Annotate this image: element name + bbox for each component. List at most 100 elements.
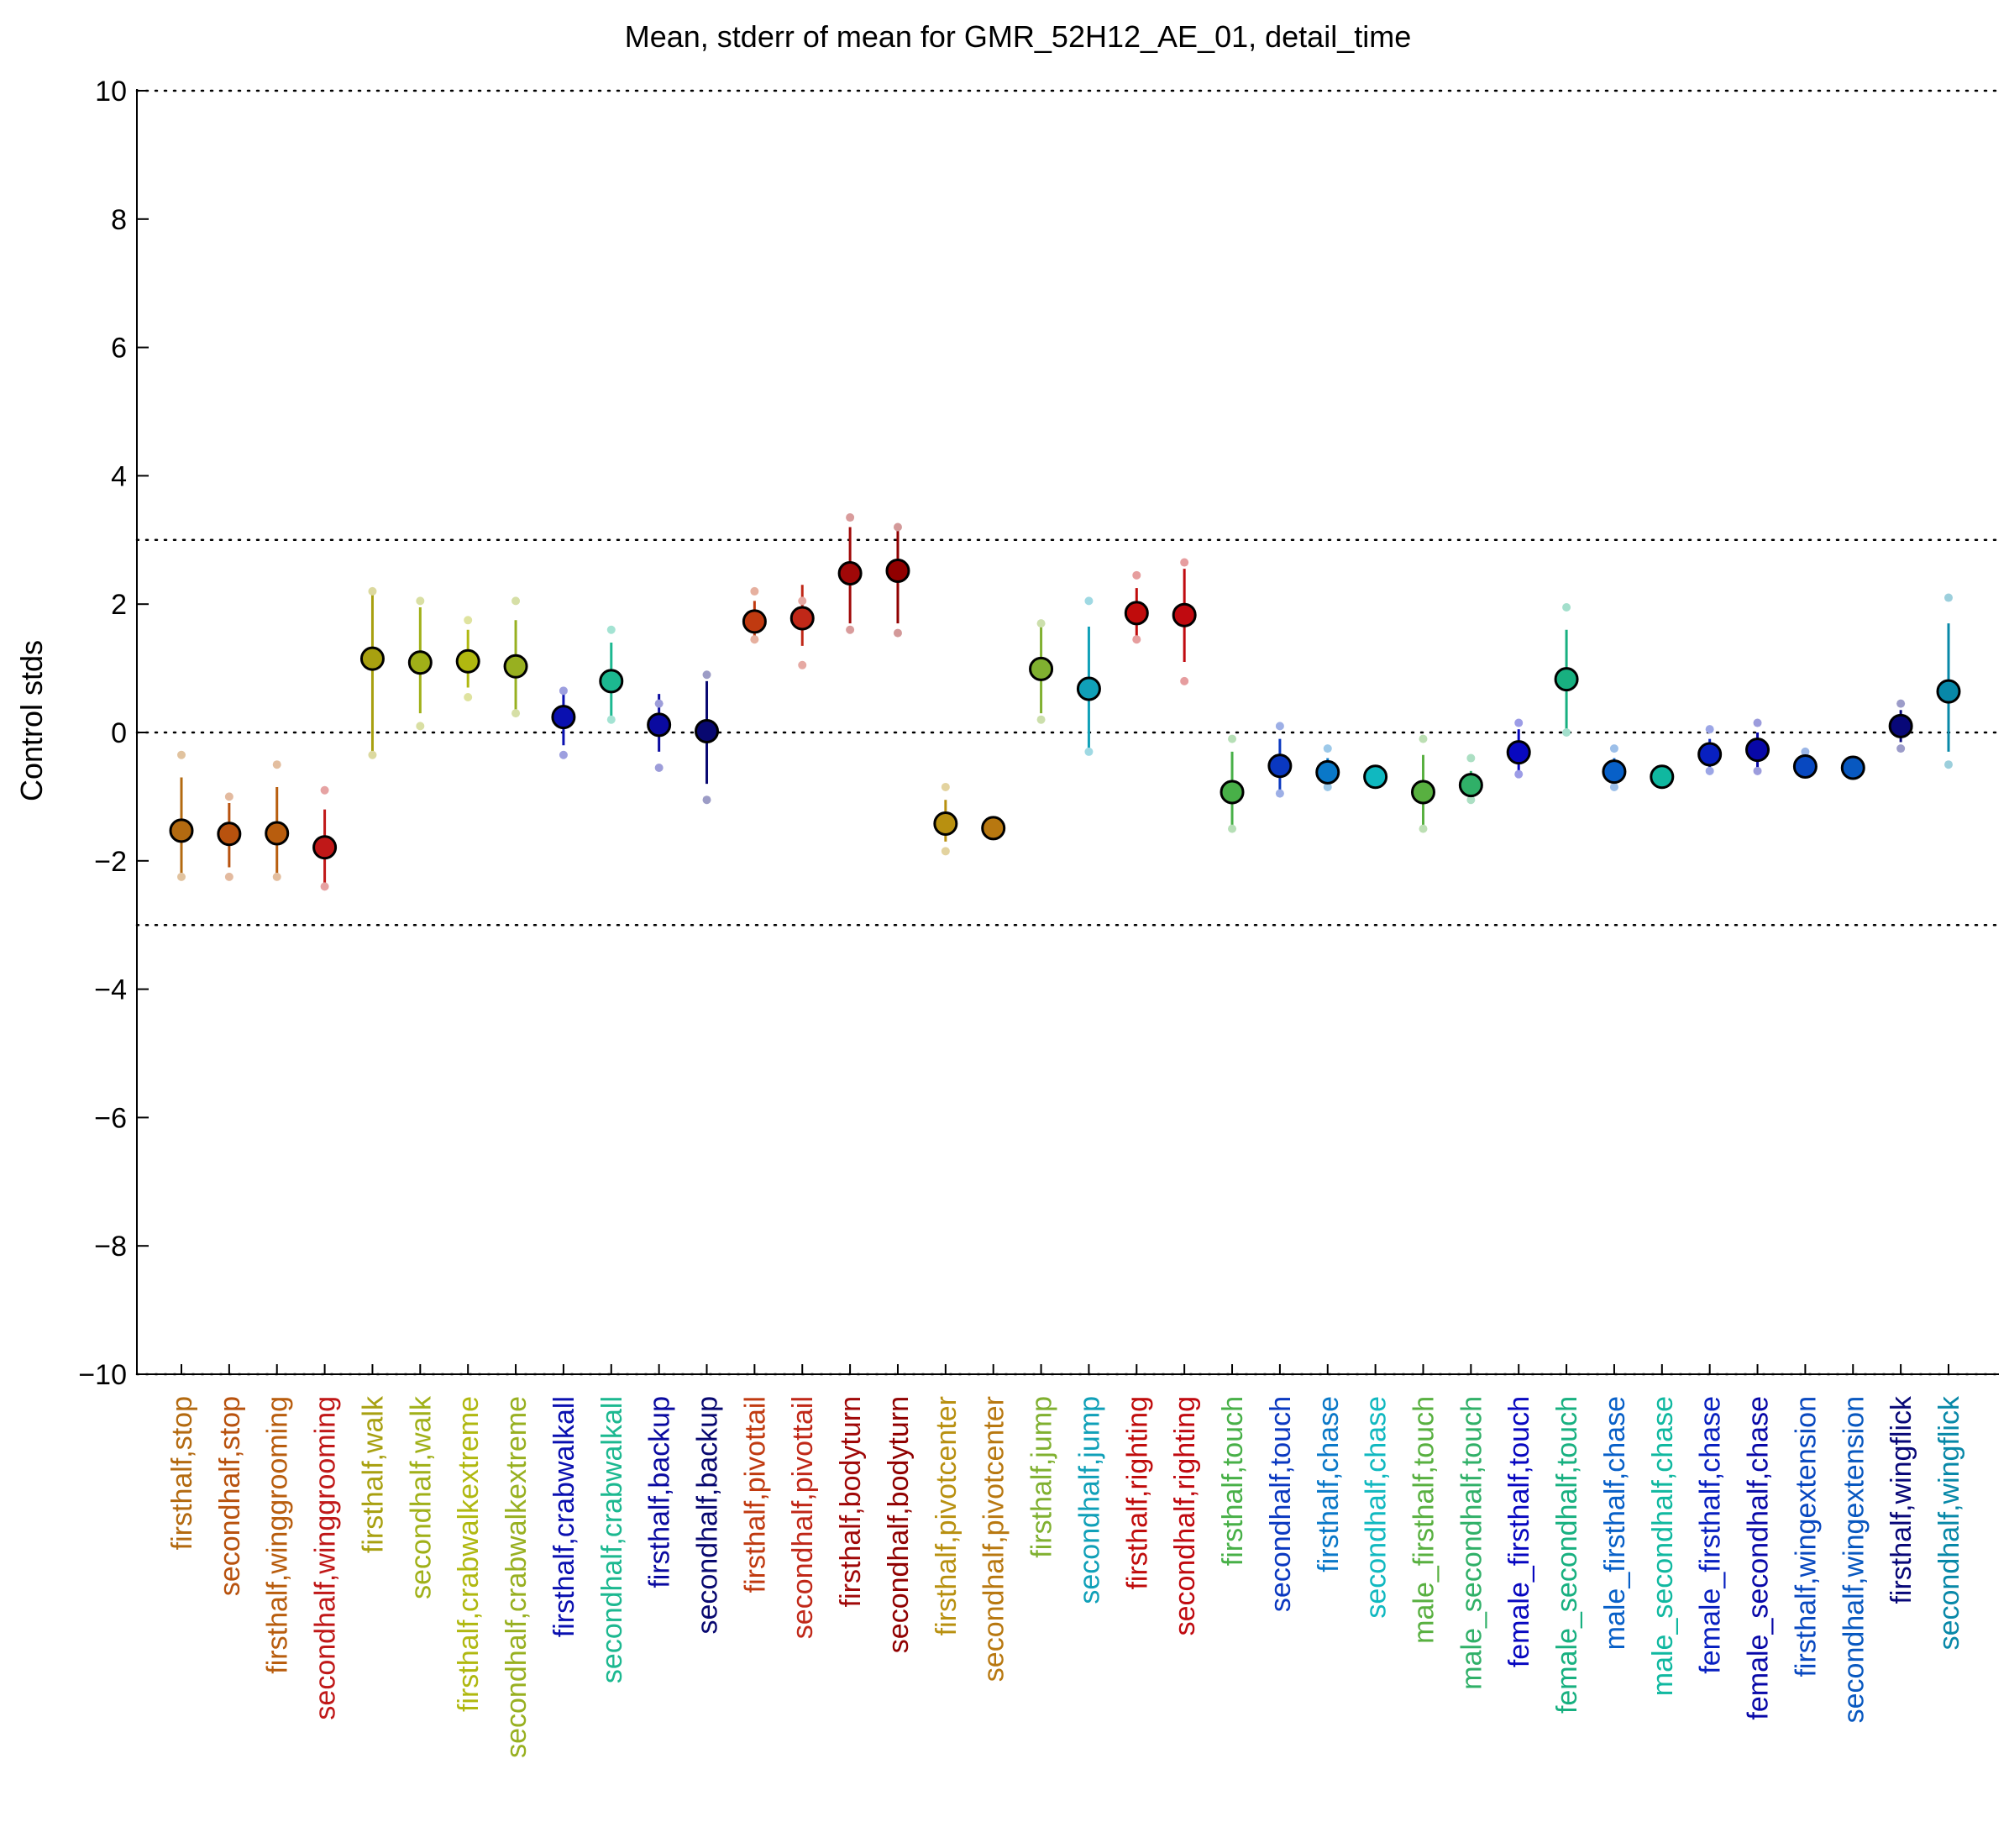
data-point	[1936, 679, 1961, 704]
data-point-group	[1936, 593, 1961, 769]
data-point	[1267, 753, 1293, 779]
range-low-marker	[1944, 760, 1953, 769]
data-point-group	[455, 616, 480, 701]
x-tick-label: secondhalf,wingflick	[1933, 1395, 1965, 1650]
chart-title: Mean, stderr of mean for GMR_52H12_AE_01…	[625, 19, 1411, 54]
data-point-group	[1315, 744, 1340, 791]
data-point	[647, 712, 672, 738]
x-tick-label: male_secondhalf,chase	[1647, 1396, 1679, 1696]
data-point	[1029, 656, 1054, 681]
range-low-marker	[1275, 789, 1284, 798]
range-low-marker	[368, 750, 377, 759]
data-point-group	[599, 625, 624, 724]
data-point	[1220, 780, 1245, 805]
range-low-marker	[1753, 766, 1762, 775]
data-point	[1745, 738, 1770, 763]
y-tick-label: −8	[94, 1231, 127, 1263]
data-point-group	[359, 586, 385, 759]
data-point-group	[1220, 734, 1245, 833]
x-tick-label: secondhalf,chase	[1361, 1396, 1393, 1619]
data-point-group	[1792, 747, 1818, 779]
range-high-marker	[1896, 699, 1906, 708]
x-tick-label: firsthalf,touch	[1217, 1396, 1249, 1566]
data-point	[551, 705, 576, 730]
range-low-marker	[941, 847, 950, 856]
x-tick-label: secondhalf,wingextension	[1838, 1396, 1870, 1723]
x-tick-label: firsthalf,jump	[1026, 1396, 1058, 1558]
y-tick-label: 6	[111, 333, 127, 365]
data-point	[265, 821, 290, 846]
range-low-marker	[177, 872, 186, 881]
x-tick-label: secondhalf,jump	[1073, 1396, 1105, 1604]
range-high-marker	[1180, 558, 1189, 567]
y-axis: −10 −8 −6 −4 −2 0 2 4 6 8 10	[78, 76, 149, 1391]
x-tick-label: male_firsthalf,chase	[1599, 1396, 1631, 1650]
data-point	[885, 558, 910, 583]
range-high-marker	[1609, 744, 1618, 753]
data-point	[1458, 773, 1483, 798]
data-point-group	[1650, 764, 1675, 790]
x-tick-label: firsthalf,crabwalkall	[548, 1396, 580, 1637]
reference-lines	[135, 89, 2001, 1376]
x-tick-label: firsthalf,winggrooming	[262, 1396, 294, 1674]
data-point-group	[169, 750, 194, 881]
data-point-group	[1076, 596, 1101, 756]
x-tick-label: secondhalf,righting	[1169, 1396, 1201, 1635]
data-point-group	[933, 782, 958, 856]
data-point-group	[217, 792, 242, 881]
y-tick-label: 10	[95, 76, 127, 108]
x-tick-label: firsthalf,walk	[357, 1395, 389, 1553]
x-tick-label: firsthalf,pivottail	[739, 1396, 771, 1593]
x-tick-label: secondhalf,backup	[692, 1396, 724, 1635]
range-low-marker	[750, 635, 759, 644]
x-tick-label: male_secondhalf,touch	[1456, 1396, 1487, 1690]
range-low-marker	[1323, 782, 1332, 791]
data-point-group	[789, 585, 815, 669]
range-high-marker	[1562, 603, 1571, 612]
range-low-marker	[846, 625, 855, 634]
range-low-marker	[1084, 747, 1094, 756]
range-high-marker	[702, 670, 711, 680]
data-point	[1888, 713, 1913, 738]
x-tick-label: female_secondhalf,chase	[1743, 1396, 1775, 1720]
data-point-group	[647, 694, 672, 773]
x-tick-label: secondhalf,stop	[214, 1396, 246, 1596]
data-point	[1697, 742, 1723, 767]
range-high-marker	[177, 750, 186, 759]
range-high-marker	[224, 792, 233, 801]
range-high-marker	[1466, 753, 1476, 763]
data-point-group	[1602, 744, 1627, 791]
data-point	[1363, 764, 1388, 790]
range-high-marker	[1514, 718, 1524, 727]
x-tick-label: firsthalf,wingflick	[1886, 1395, 1917, 1604]
x-tick-label: secondhalf,crabwalkall	[596, 1396, 628, 1683]
data-point	[695, 718, 720, 743]
range-high-marker	[1132, 570, 1141, 580]
range-high-marker	[559, 686, 568, 696]
y-tick-label: 4	[111, 460, 127, 492]
range-low-marker	[606, 715, 616, 724]
data-point	[837, 561, 863, 586]
data-point	[599, 669, 624, 694]
data-point	[1506, 740, 1531, 765]
data-point-group	[1267, 722, 1293, 798]
range-low-marker	[1609, 782, 1618, 791]
y-tick-label: −4	[94, 974, 127, 1006]
range-low-marker	[1896, 744, 1906, 753]
range-high-marker	[1275, 722, 1284, 731]
range-high-marker	[798, 596, 807, 606]
data-point-group	[1745, 718, 1770, 775]
x-tick-label: secondhalf,walk	[405, 1395, 437, 1599]
range-high-marker	[511, 596, 521, 606]
x-tick-label: secondhalf,pivottail	[787, 1396, 819, 1639]
range-high-marker	[1323, 744, 1332, 753]
data-point	[1840, 755, 1865, 780]
data-point	[981, 816, 1006, 841]
range-high-marker	[272, 760, 281, 769]
x-tick-label: firsthalf,chase	[1313, 1396, 1345, 1572]
data-point	[359, 646, 385, 671]
range-low-marker	[893, 628, 902, 638]
range-low-marker	[654, 764, 664, 773]
x-tick-label: female_firsthalf,chase	[1695, 1396, 1727, 1674]
x-tick-label: female_secondhalf,touch	[1551, 1396, 1583, 1714]
